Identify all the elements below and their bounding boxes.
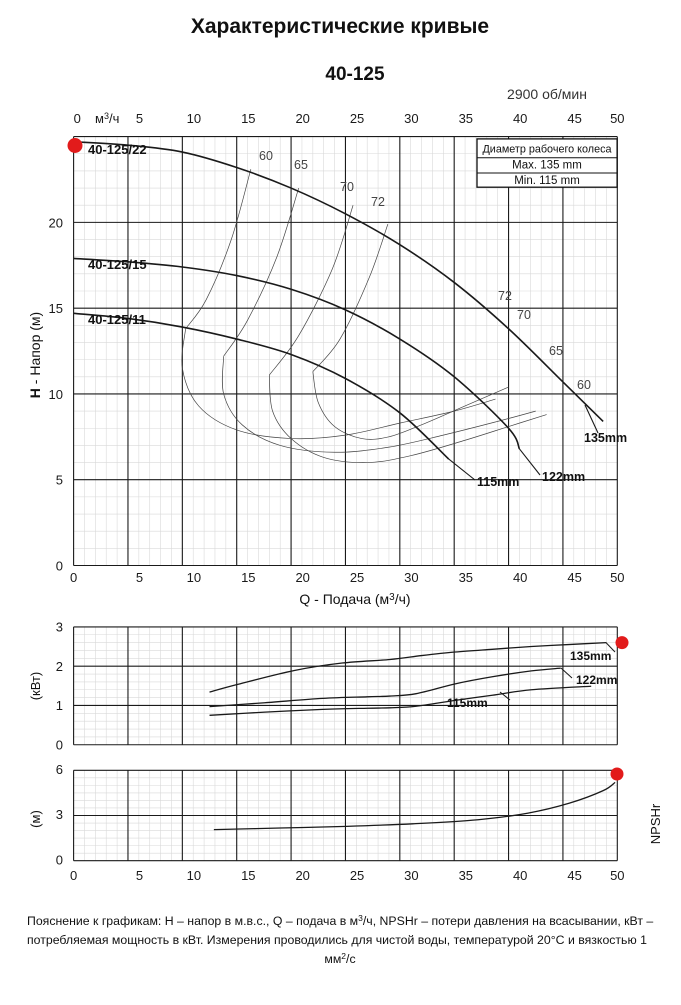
- svg-text:3: 3: [56, 620, 63, 635]
- svg-text:25: 25: [350, 570, 364, 585]
- svg-text:20: 20: [295, 868, 309, 883]
- svg-text:115mm: 115mm: [477, 475, 519, 489]
- svg-text:15: 15: [241, 570, 255, 585]
- svg-text:5: 5: [136, 570, 143, 585]
- svg-text:25: 25: [350, 868, 364, 883]
- svg-text:10: 10: [187, 570, 201, 585]
- svg-text:45: 45: [567, 111, 581, 126]
- svg-text:122mm: 122mm: [576, 673, 617, 687]
- svg-text:Диаметр рабочего колеса: Диаметр рабочего колеса: [483, 143, 612, 155]
- svg-text:10: 10: [187, 111, 201, 126]
- svg-text:0: 0: [74, 111, 81, 126]
- svg-text:15: 15: [49, 301, 63, 316]
- svg-text:50: 50: [610, 570, 624, 585]
- svg-text:Min. 115 mm: Min. 115 mm: [514, 175, 580, 187]
- svg-text:2900 об/мин: 2900 об/мин: [507, 86, 587, 102]
- svg-text:115mm: 115mm: [447, 696, 488, 710]
- svg-text:10: 10: [187, 868, 201, 883]
- svg-text:40-125: 40-125: [325, 64, 385, 85]
- svg-text:40: 40: [513, 111, 527, 126]
- svg-text:20: 20: [295, 111, 309, 126]
- svg-text:20: 20: [49, 215, 63, 230]
- svg-text:70: 70: [340, 180, 354, 194]
- svg-text:45: 45: [567, 868, 581, 883]
- svg-text:0: 0: [70, 570, 77, 585]
- svg-text:40: 40: [513, 570, 527, 585]
- svg-text:(м): (м): [28, 810, 43, 828]
- svg-text:25: 25: [350, 111, 364, 126]
- svg-text:40-125/22: 40-125/22: [88, 142, 147, 157]
- svg-text:5: 5: [136, 111, 143, 126]
- svg-text:0: 0: [56, 738, 63, 753]
- svg-text:2: 2: [56, 659, 63, 674]
- svg-text:потребляемая мощность в кВт. И: потребляемая мощность в кВт. Измерения п…: [27, 933, 647, 947]
- svg-text:5: 5: [56, 473, 63, 488]
- svg-text:35: 35: [459, 868, 473, 883]
- svg-text:135mm: 135mm: [570, 649, 611, 663]
- svg-text:122mm: 122mm: [542, 470, 585, 484]
- svg-text:Характеристические кривые: Характеристические кривые: [191, 15, 489, 38]
- svg-text:(кВт): (кВт): [28, 672, 43, 701]
- svg-text:15: 15: [241, 111, 255, 126]
- svg-text:H - Напор (м): H - Напор (м): [27, 312, 43, 398]
- svg-text:1: 1: [56, 698, 63, 713]
- svg-text:50: 50: [610, 868, 624, 883]
- svg-text:60: 60: [577, 378, 591, 392]
- svg-text:Пояснение к графикам: H – напо: Пояснение к графикам: H – напор в м.в.с.…: [27, 913, 653, 928]
- svg-text:Max. 135 mm: Max. 135 mm: [512, 160, 582, 172]
- svg-text:NPSHr: NPSHr: [648, 803, 663, 844]
- svg-text:10: 10: [49, 387, 63, 402]
- svg-text:72: 72: [371, 195, 385, 209]
- svg-text:30: 30: [404, 570, 418, 585]
- svg-text:72: 72: [498, 289, 512, 303]
- svg-text:30: 30: [404, 868, 418, 883]
- svg-text:65: 65: [294, 158, 308, 172]
- svg-text:3: 3: [56, 807, 63, 822]
- svg-text:40-125/11: 40-125/11: [88, 312, 146, 327]
- svg-text:0: 0: [56, 559, 63, 574]
- svg-text:20: 20: [295, 570, 309, 585]
- svg-text:35: 35: [459, 111, 473, 126]
- svg-text:135mm: 135mm: [584, 431, 627, 445]
- svg-text:40: 40: [513, 868, 527, 883]
- svg-text:30: 30: [404, 111, 418, 126]
- svg-text:70: 70: [517, 308, 531, 322]
- svg-text:50: 50: [610, 111, 624, 126]
- svg-text:Q - Подача (м3/ч): Q - Подача (м3/ч): [299, 591, 410, 607]
- svg-text:60: 60: [259, 149, 273, 163]
- svg-text:15: 15: [241, 868, 255, 883]
- svg-text:5: 5: [136, 868, 143, 883]
- svg-text:45: 45: [567, 570, 581, 585]
- svg-text:35: 35: [459, 570, 473, 585]
- svg-text:0: 0: [56, 853, 63, 868]
- svg-text:6: 6: [56, 762, 63, 777]
- svg-text:40-125/15: 40-125/15: [88, 257, 147, 272]
- svg-text:мм2/с: мм2/с: [324, 951, 355, 966]
- svg-text:0: 0: [70, 868, 77, 883]
- svg-text:65: 65: [549, 344, 563, 358]
